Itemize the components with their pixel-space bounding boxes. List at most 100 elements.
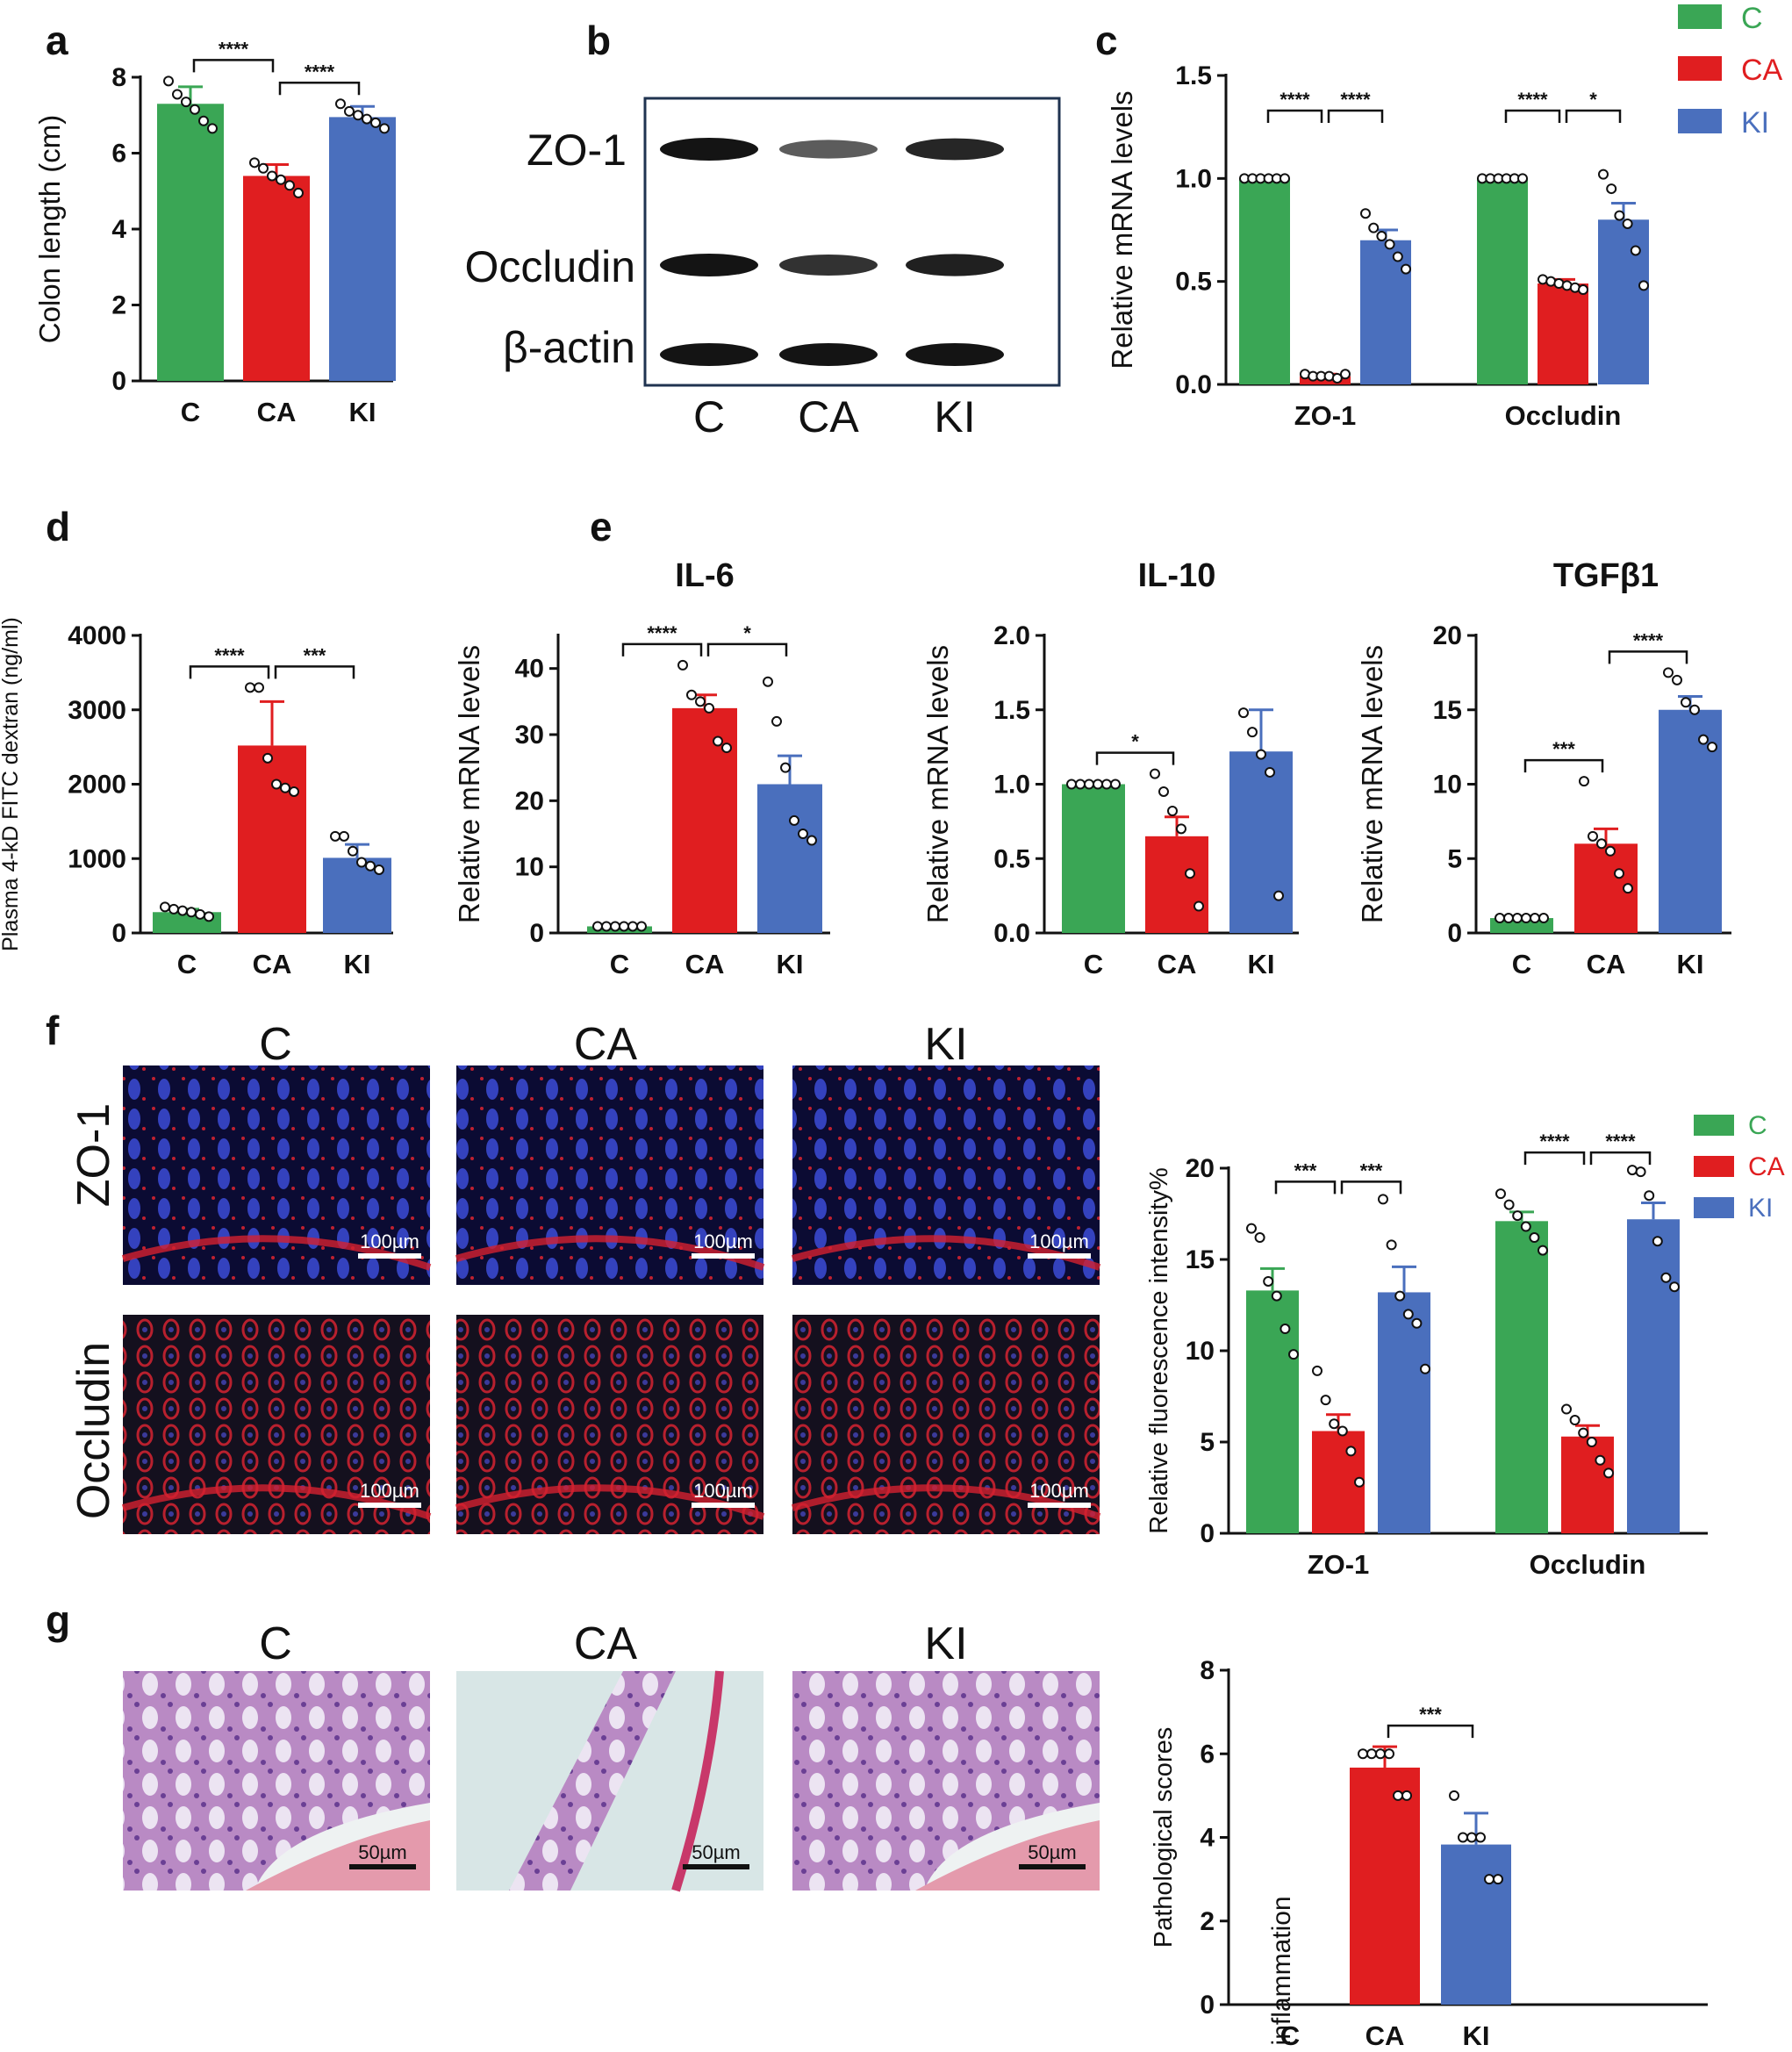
blot-bands [660, 138, 1004, 366]
legend-top: C CA KI [1678, 2, 1783, 140]
y-tick-label: 0.5 [1175, 268, 1212, 297]
bar-CA-point [276, 174, 286, 185]
significance-bracket [1387, 1724, 1474, 1739]
bar-ZO-1-KI-point [1386, 1239, 1397, 1251]
bar-C-point [163, 75, 174, 87]
scale-bar [692, 1503, 755, 1508]
bar-Occludin-KI-point [1614, 210, 1625, 221]
bar-CA-point [1605, 845, 1616, 857]
bar-KI-point [339, 830, 349, 842]
histology-tissue [509, 1671, 676, 1891]
y-tick-label: 2.0 [993, 621, 1030, 650]
x-category-label: C [1084, 949, 1103, 979]
bar-ZO-1-KI-bar [1360, 240, 1411, 384]
blot-label-zo1: ZO-1 [527, 126, 627, 175]
scale-bar [683, 1864, 749, 1869]
bar-C-point [186, 907, 197, 918]
y-tick-label: 8 [1200, 1656, 1215, 1685]
scale-bar-label: 50µm [692, 1841, 740, 1863]
significance-bracket [1095, 751, 1175, 765]
chart-title: IL-6 [675, 557, 735, 594]
bar-CA-point [1150, 768, 1160, 779]
bar-CA-point [289, 786, 299, 797]
y-axis-label: Pathological scores [1150, 1727, 1178, 1948]
bar-CA-point [1366, 1748, 1377, 1760]
bar-ZO-1-KI-point [1360, 208, 1371, 219]
bar-KI-point [1238, 707, 1249, 719]
scale-bar-label: 100µm [360, 1480, 419, 1502]
bar-ZO-1-CA-point [1331, 372, 1343, 384]
y-tick-label: 5 [1200, 1428, 1215, 1457]
bar-C-point [1093, 778, 1103, 790]
bar-Occludin-KI-point [1644, 1190, 1655, 1202]
bar-CA-point [686, 689, 697, 700]
fluorescence-micrographs: C CA KI ZO-1 Occludin 100µm 100µm 100µm 100… [68, 1019, 1101, 1534]
x-category-label: KI [349, 397, 376, 427]
scale-bar [1028, 1253, 1091, 1259]
significance-label: **** [1539, 1130, 1570, 1152]
bar-KI-point [1663, 667, 1674, 678]
bar-ZO-1-KI-point [1420, 1363, 1430, 1374]
bar-CA-point [271, 778, 282, 790]
significance-bracket [274, 665, 355, 679]
bar-ZO-1-C-point [1263, 1275, 1274, 1287]
significance-bracket [1589, 1151, 1652, 1166]
bar-Occludin-KI-point [1606, 183, 1617, 195]
x-category-label: KI [777, 949, 804, 979]
bar-CA-point [249, 157, 260, 169]
y-axis-label: Colon length (cm) [33, 115, 66, 343]
bar-KI-point [1475, 1832, 1486, 1843]
legend-swatch-ca [1678, 56, 1722, 81]
bar-ZO-1-CA-point [1320, 1395, 1331, 1406]
bar-CA-point [1588, 830, 1598, 842]
scale-bar-label: 100µm [1029, 1230, 1089, 1252]
y-tick-label: 2000 [68, 771, 126, 800]
bar-Occludin-C-bar [1495, 1221, 1548, 1533]
bar-ZO-1-KI-point [1378, 1194, 1388, 1205]
legend-swatch-ki [1678, 109, 1722, 133]
chart-tight-junction-mrna: 0.0 0.5 1.0 1.5 Relative mRNA levels ZO-1 Occl… [1106, 61, 1649, 431]
bar-KI-point [763, 676, 773, 687]
bar-C-point [160, 901, 170, 913]
bar-ZO-1-KI-point [1411, 1317, 1423, 1329]
bar-CA-point [695, 696, 706, 707]
bar-C-point [195, 908, 205, 920]
x-category-label: KI [344, 949, 371, 979]
significance-bracket [192, 59, 275, 73]
bar-Occludin-CA-bar [1561, 1436, 1614, 1533]
bar-Occludin-CA-point [1578, 1427, 1589, 1439]
bar-Occludin-KI-point [1669, 1281, 1680, 1293]
bar-KI-point [1449, 1790, 1459, 1801]
bar-Occludin-C-point [1512, 1210, 1523, 1222]
panel-label-g: g [46, 1597, 70, 1643]
blot-band [779, 140, 878, 159]
bar-C-point [198, 115, 209, 126]
bar-ZO-1-KI-point [1401, 263, 1411, 275]
muscle-layer [915, 1820, 1100, 1891]
bar-KI-bar [329, 117, 396, 381]
significance-bracket [1327, 109, 1384, 123]
bar-KI-point [780, 762, 791, 773]
significance-bracket [189, 665, 270, 679]
significance-label: **** [214, 644, 245, 666]
bar-ZO-1-C-point [1254, 1232, 1265, 1244]
bar-KI-point [370, 117, 381, 128]
legend-f-label-c: C [1748, 1111, 1767, 1140]
bar-ZO-1-CA-point [1337, 1425, 1348, 1437]
legend-label-ca: CA [1741, 54, 1783, 87]
panel-label-d: d [46, 504, 70, 549]
bar-KI-point [1689, 704, 1700, 715]
bar-ZO-1-CA-point [1329, 1418, 1340, 1430]
x-category-label: CA [685, 949, 725, 979]
bar-Occludin-C-point [1495, 1188, 1506, 1200]
x-category-label: C [181, 397, 200, 427]
significance-label: *** [1294, 1159, 1317, 1181]
x-category-label: C [177, 949, 197, 979]
bar-CA-point [245, 682, 255, 693]
significance-bracket [1340, 1180, 1402, 1195]
bar-KI-bar [1229, 751, 1293, 933]
scale-bar-label: 100µm [1029, 1480, 1089, 1502]
bar-C-point [619, 921, 629, 932]
